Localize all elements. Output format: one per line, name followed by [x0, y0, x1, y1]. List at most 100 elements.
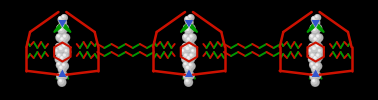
Circle shape: [189, 34, 193, 38]
Circle shape: [315, 53, 323, 61]
Circle shape: [311, 78, 318, 85]
Circle shape: [187, 37, 190, 41]
Circle shape: [60, 57, 62, 58]
Circle shape: [183, 61, 189, 67]
Circle shape: [311, 64, 321, 74]
Circle shape: [59, 55, 68, 64]
Circle shape: [56, 61, 64, 69]
Polygon shape: [185, 70, 193, 77]
Circle shape: [187, 72, 191, 76]
Circle shape: [184, 45, 194, 55]
Circle shape: [187, 43, 197, 52]
Circle shape: [59, 36, 66, 43]
Circle shape: [56, 73, 62, 79]
Circle shape: [57, 16, 65, 23]
Circle shape: [58, 65, 67, 73]
Circle shape: [60, 72, 66, 78]
Circle shape: [312, 66, 316, 69]
Circle shape: [186, 28, 188, 30]
Circle shape: [187, 57, 189, 58]
Circle shape: [312, 46, 316, 50]
Circle shape: [184, 53, 187, 57]
Circle shape: [183, 34, 187, 38]
Circle shape: [311, 16, 318, 23]
Circle shape: [59, 80, 61, 81]
Circle shape: [59, 17, 62, 20]
Circle shape: [60, 62, 69, 70]
Circle shape: [311, 25, 314, 28]
Circle shape: [56, 44, 60, 47]
Circle shape: [316, 34, 319, 38]
Circle shape: [61, 14, 68, 21]
Circle shape: [62, 33, 70, 42]
Circle shape: [62, 34, 68, 40]
Circle shape: [314, 38, 316, 40]
Circle shape: [63, 54, 66, 57]
Circle shape: [55, 56, 62, 63]
Circle shape: [185, 27, 191, 33]
Circle shape: [312, 17, 315, 20]
Circle shape: [56, 52, 65, 61]
Circle shape: [312, 18, 318, 24]
Circle shape: [189, 25, 192, 28]
Circle shape: [186, 17, 187, 19]
Circle shape: [55, 50, 57, 51]
Circle shape: [315, 52, 324, 61]
Circle shape: [314, 14, 319, 20]
Circle shape: [183, 61, 191, 69]
Circle shape: [309, 52, 318, 61]
Circle shape: [62, 34, 70, 42]
Circle shape: [181, 56, 189, 63]
Circle shape: [192, 50, 193, 51]
Circle shape: [184, 45, 194, 55]
Circle shape: [61, 43, 70, 52]
Circle shape: [185, 55, 192, 62]
Circle shape: [184, 63, 186, 64]
Circle shape: [184, 64, 194, 74]
Circle shape: [308, 49, 311, 52]
Circle shape: [60, 28, 62, 30]
Circle shape: [187, 38, 189, 40]
Circle shape: [182, 33, 191, 42]
Circle shape: [185, 18, 194, 27]
Circle shape: [308, 56, 316, 63]
Circle shape: [186, 72, 194, 80]
Circle shape: [60, 19, 63, 23]
Circle shape: [59, 36, 68, 45]
Circle shape: [188, 43, 196, 51]
Circle shape: [186, 71, 195, 80]
Circle shape: [183, 52, 192, 61]
Circle shape: [184, 35, 186, 37]
Circle shape: [185, 79, 189, 82]
Circle shape: [61, 62, 69, 70]
Circle shape: [58, 26, 67, 36]
Circle shape: [313, 66, 314, 68]
Circle shape: [314, 43, 321, 49]
Circle shape: [190, 54, 192, 56]
Circle shape: [184, 16, 192, 23]
Circle shape: [186, 66, 189, 69]
Circle shape: [311, 45, 320, 55]
Circle shape: [316, 26, 317, 27]
Circle shape: [313, 19, 316, 23]
Circle shape: [310, 62, 313, 65]
Circle shape: [57, 78, 67, 87]
Circle shape: [189, 44, 192, 47]
Circle shape: [311, 65, 320, 73]
Circle shape: [187, 14, 193, 20]
Circle shape: [62, 73, 63, 75]
Circle shape: [311, 78, 319, 86]
Circle shape: [188, 52, 195, 59]
Circle shape: [311, 16, 318, 23]
Circle shape: [62, 44, 66, 47]
Circle shape: [314, 43, 323, 51]
Circle shape: [184, 45, 192, 53]
Circle shape: [315, 52, 321, 59]
Circle shape: [313, 28, 315, 30]
Circle shape: [190, 48, 198, 56]
Circle shape: [309, 52, 316, 59]
Circle shape: [57, 73, 64, 80]
Circle shape: [183, 24, 191, 32]
Circle shape: [56, 61, 64, 69]
Circle shape: [183, 34, 191, 42]
